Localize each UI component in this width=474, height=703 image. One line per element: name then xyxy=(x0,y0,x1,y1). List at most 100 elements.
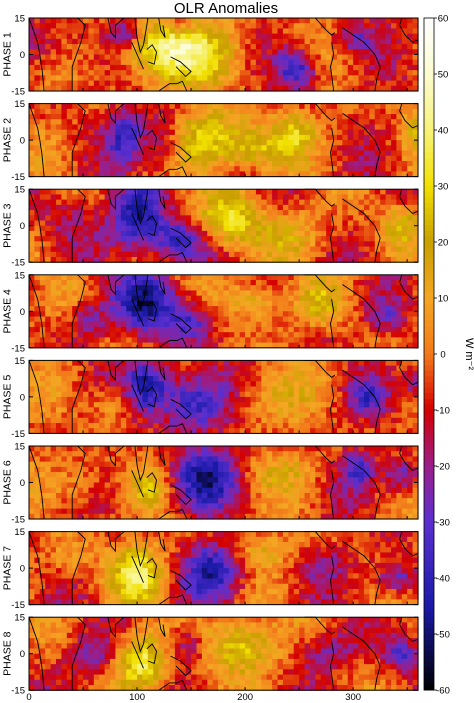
heatmap-cell xyxy=(363,54,370,61)
heatmap-cell xyxy=(56,290,63,297)
heatmap-cell xyxy=(336,166,343,172)
heatmap-cell xyxy=(288,49,295,56)
heatmap-cell xyxy=(88,103,95,110)
heatmap-cell xyxy=(320,370,327,377)
heatmap-cell xyxy=(326,33,333,40)
heatmap-cell xyxy=(180,160,187,167)
heatmap-cell xyxy=(326,311,333,318)
heatmap-cell xyxy=(407,285,414,292)
heatmap-cell xyxy=(309,108,316,115)
heatmap-cell xyxy=(180,326,187,333)
heatmap-cell xyxy=(223,285,230,292)
heatmap-cell xyxy=(380,103,387,110)
heatmap-cell xyxy=(34,241,41,248)
heatmap-cell xyxy=(304,38,311,45)
heatmap-cell xyxy=(93,246,100,253)
heatmap-cell xyxy=(234,251,241,258)
heatmap-cell xyxy=(331,38,338,45)
heatmap-cell xyxy=(147,75,154,82)
heatmap-cell xyxy=(61,119,68,126)
heatmap-cell xyxy=(250,280,257,286)
heatmap-cell xyxy=(120,342,127,349)
heatmap-cell xyxy=(191,189,198,196)
heatmap-cell xyxy=(304,407,311,414)
heatmap-cell xyxy=(142,321,149,328)
heatmap-cell xyxy=(326,64,333,71)
heatmap-cell xyxy=(88,316,95,323)
heatmap-cell xyxy=(120,155,127,162)
heatmap-cell xyxy=(196,171,203,178)
heatmap-cell xyxy=(228,145,235,152)
heatmap-cell xyxy=(266,326,273,333)
heatmap-cell xyxy=(261,150,268,157)
heatmap-cell xyxy=(299,155,306,162)
heatmap-cell xyxy=(412,225,419,232)
heatmap-cell xyxy=(164,28,171,35)
heatmap-cell xyxy=(261,166,268,172)
heatmap-cell xyxy=(115,85,122,92)
heatmap-cell xyxy=(201,108,208,115)
heatmap-cell xyxy=(93,194,100,201)
heatmap-cell xyxy=(304,155,311,162)
heatmap-cell xyxy=(380,54,387,61)
heatmap-cell xyxy=(288,75,295,82)
heatmap-cell xyxy=(396,129,403,136)
heatmap-cell xyxy=(131,246,138,253)
heatmap-cell xyxy=(320,49,327,56)
heatmap-cell xyxy=(218,236,225,242)
heatmap-cell xyxy=(77,316,84,323)
heatmap-cell xyxy=(191,210,198,216)
coastline xyxy=(342,198,381,263)
heatmap-cell xyxy=(212,360,219,367)
heatmap-cell xyxy=(288,210,295,216)
heatmap-cell xyxy=(104,70,111,76)
heatmap-cell xyxy=(353,210,360,216)
heatmap-cell xyxy=(169,189,176,196)
heatmap-cell xyxy=(412,230,419,237)
heatmap-cell xyxy=(104,189,111,196)
heatmap-cell xyxy=(245,160,252,167)
heatmap-cell xyxy=(245,370,252,377)
heatmap-cell xyxy=(390,171,397,178)
heatmap-cell xyxy=(147,199,154,206)
y-tick-label: -15 xyxy=(11,258,25,269)
heatmap-cell xyxy=(207,326,214,333)
heatmap-cell xyxy=(104,251,111,258)
heatmap-cell xyxy=(142,59,149,66)
heatmap-cell xyxy=(342,103,349,110)
heatmap-cell xyxy=(336,155,343,162)
heatmap-cell xyxy=(304,171,311,178)
heatmap-cell xyxy=(320,326,327,333)
heatmap-cell xyxy=(390,145,397,152)
heatmap-cell xyxy=(353,295,360,302)
heatmap-cell xyxy=(56,85,63,92)
heatmap-cell xyxy=(234,422,241,429)
heatmap-cell xyxy=(315,290,322,297)
heatmap-cell xyxy=(120,311,127,318)
heatmap-cell xyxy=(158,295,165,302)
heatmap-cell xyxy=(320,285,327,292)
heatmap-cell xyxy=(336,290,343,297)
heatmap-cell xyxy=(309,381,316,388)
heatmap-cell xyxy=(266,417,273,424)
heatmap-cell xyxy=(336,280,343,286)
heatmap-cell xyxy=(277,386,284,393)
heatmap-cell xyxy=(137,326,144,333)
heatmap-cell xyxy=(228,422,235,429)
heatmap-cell xyxy=(126,59,133,66)
heatmap-cell xyxy=(212,49,219,56)
heatmap-cell xyxy=(374,160,381,167)
heatmap-cell xyxy=(50,428,57,434)
heatmap-cell xyxy=(126,129,133,136)
heatmap-cell xyxy=(191,321,198,328)
heatmap-cell xyxy=(56,155,63,162)
heatmap-cell xyxy=(223,75,230,82)
heatmap-cell xyxy=(50,103,57,110)
heatmap-cell xyxy=(34,225,41,232)
heatmap-cell xyxy=(234,75,241,82)
heatmap-cell xyxy=(115,103,122,110)
heatmap-cell xyxy=(72,85,79,92)
heatmap-cell xyxy=(56,412,63,419)
heatmap-cell xyxy=(315,417,322,424)
heatmap-cell xyxy=(309,150,316,157)
